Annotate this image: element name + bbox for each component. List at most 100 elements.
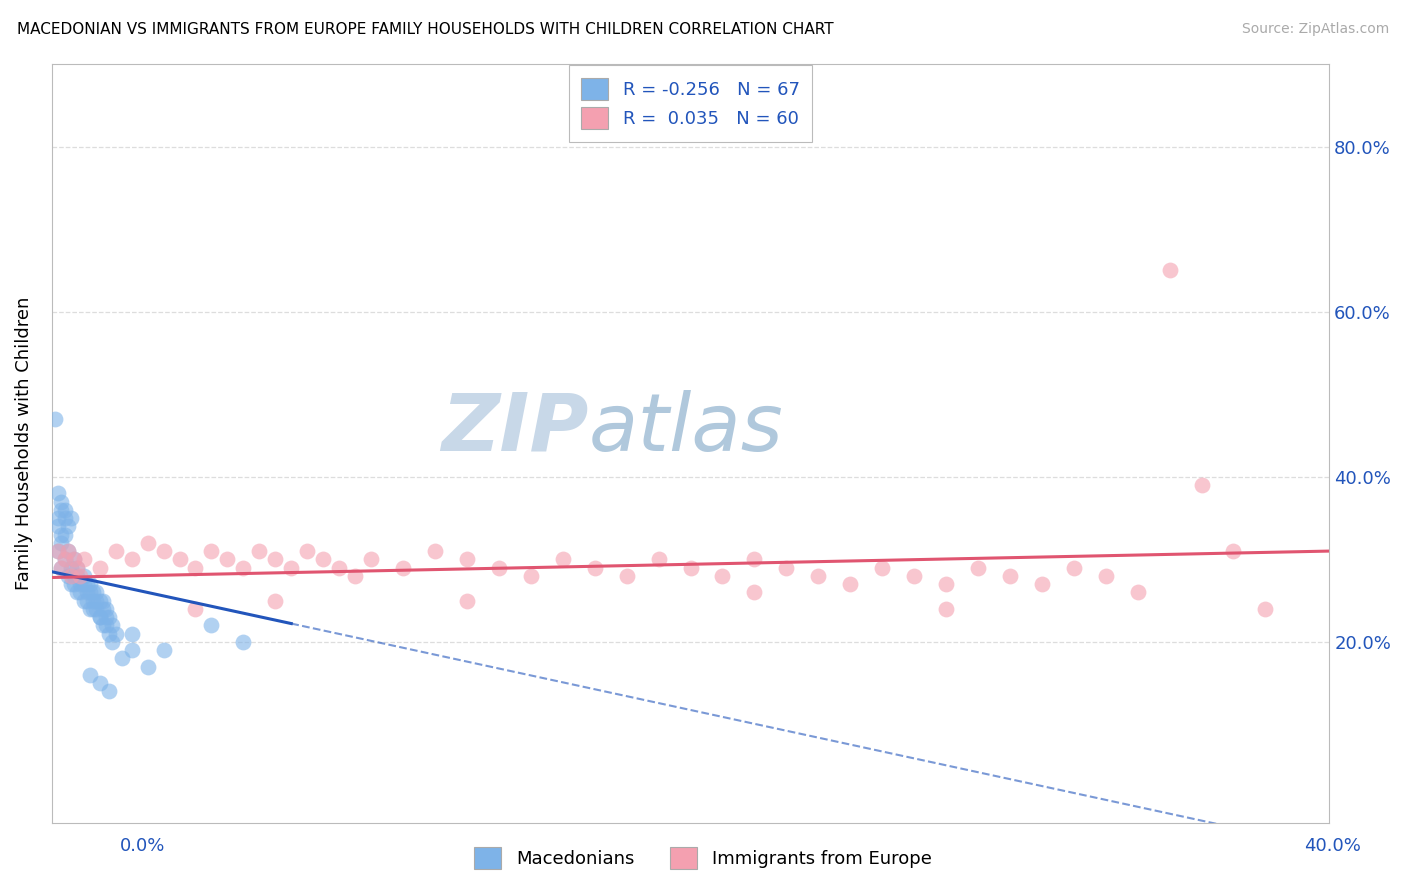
Point bbox=[73, 577, 96, 591]
Point bbox=[89, 610, 111, 624]
Point bbox=[200, 544, 222, 558]
Point bbox=[1031, 577, 1053, 591]
Point bbox=[73, 552, 96, 566]
Point bbox=[1094, 569, 1116, 583]
Point bbox=[456, 552, 478, 566]
Point bbox=[51, 494, 73, 508]
Point bbox=[488, 560, 510, 574]
Point bbox=[169, 552, 191, 566]
Point bbox=[63, 552, 86, 566]
Point bbox=[91, 602, 114, 616]
Point bbox=[711, 569, 734, 583]
Point bbox=[998, 569, 1021, 583]
Point bbox=[91, 618, 114, 632]
Point bbox=[51, 536, 73, 550]
Point bbox=[232, 560, 254, 574]
Point bbox=[56, 544, 79, 558]
Point bbox=[1159, 263, 1181, 277]
Point bbox=[82, 602, 104, 616]
Point bbox=[46, 519, 69, 533]
Point bbox=[51, 560, 73, 574]
Point bbox=[551, 552, 574, 566]
Point bbox=[104, 544, 127, 558]
Point bbox=[104, 626, 127, 640]
Point bbox=[360, 552, 382, 566]
Point bbox=[775, 560, 797, 574]
Point bbox=[903, 569, 925, 583]
Point bbox=[53, 527, 76, 541]
Text: Source: ZipAtlas.com: Source: ZipAtlas.com bbox=[1241, 22, 1389, 37]
Point bbox=[111, 651, 134, 665]
Point bbox=[66, 569, 89, 583]
Text: atlas: atlas bbox=[588, 390, 783, 467]
Point bbox=[280, 560, 302, 574]
Point bbox=[79, 602, 101, 616]
Point bbox=[839, 577, 862, 591]
Point bbox=[82, 585, 104, 599]
Point bbox=[744, 552, 766, 566]
Legend: Macedonians, Immigrants from Europe: Macedonians, Immigrants from Europe bbox=[465, 838, 941, 879]
Point bbox=[456, 593, 478, 607]
Point bbox=[46, 544, 69, 558]
Point bbox=[98, 684, 121, 698]
Point bbox=[59, 511, 82, 525]
Point bbox=[66, 560, 89, 574]
Point bbox=[56, 569, 79, 583]
Point bbox=[1191, 478, 1213, 492]
Point bbox=[152, 643, 174, 657]
Point bbox=[297, 544, 319, 558]
Point bbox=[328, 560, 350, 574]
Point bbox=[870, 560, 893, 574]
Point bbox=[63, 569, 86, 583]
Point bbox=[200, 618, 222, 632]
Point bbox=[1254, 602, 1277, 616]
Point bbox=[647, 552, 669, 566]
Point bbox=[247, 544, 270, 558]
Point bbox=[744, 585, 766, 599]
Point bbox=[184, 602, 207, 616]
Y-axis label: Family Households with Children: Family Households with Children bbox=[15, 297, 32, 591]
Point bbox=[967, 560, 990, 574]
Point bbox=[616, 569, 638, 583]
Point bbox=[86, 602, 108, 616]
Point bbox=[66, 560, 89, 574]
Point bbox=[184, 560, 207, 574]
Point bbox=[56, 544, 79, 558]
Point bbox=[423, 544, 446, 558]
Point bbox=[63, 577, 86, 591]
Point bbox=[86, 593, 108, 607]
Point bbox=[121, 643, 143, 657]
Point bbox=[1222, 544, 1244, 558]
Point bbox=[136, 659, 159, 673]
Point bbox=[59, 577, 82, 591]
Point bbox=[69, 569, 91, 583]
Point bbox=[79, 585, 101, 599]
Point bbox=[392, 560, 415, 574]
Point bbox=[69, 577, 91, 591]
Point bbox=[76, 577, 98, 591]
Point bbox=[264, 552, 287, 566]
Point bbox=[152, 544, 174, 558]
Point bbox=[63, 552, 86, 566]
Point bbox=[217, 552, 239, 566]
Text: ZIP: ZIP bbox=[441, 390, 588, 467]
Point bbox=[89, 676, 111, 690]
Point bbox=[94, 610, 117, 624]
Point bbox=[121, 552, 143, 566]
Point bbox=[89, 610, 111, 624]
Point bbox=[121, 626, 143, 640]
Point bbox=[44, 412, 66, 426]
Point bbox=[583, 560, 606, 574]
Point bbox=[98, 610, 121, 624]
Point bbox=[79, 668, 101, 682]
Point bbox=[94, 618, 117, 632]
Point bbox=[53, 503, 76, 517]
Point bbox=[101, 618, 124, 632]
Text: 0.0%: 0.0% bbox=[120, 837, 165, 855]
Point bbox=[46, 486, 69, 500]
Point bbox=[51, 503, 73, 517]
Point bbox=[91, 593, 114, 607]
Text: MACEDONIAN VS IMMIGRANTS FROM EUROPE FAMILY HOUSEHOLDS WITH CHILDREN CORRELATION: MACEDONIAN VS IMMIGRANTS FROM EUROPE FAM… bbox=[17, 22, 834, 37]
Point bbox=[935, 577, 957, 591]
Text: 40.0%: 40.0% bbox=[1305, 837, 1361, 855]
